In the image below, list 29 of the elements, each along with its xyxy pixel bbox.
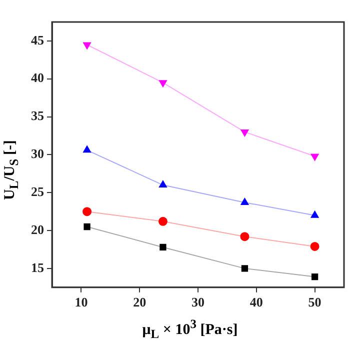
y-tick-label: 35	[31, 108, 44, 124]
y-tick-label: 25	[31, 184, 44, 199]
point	[310, 210, 319, 218]
point	[311, 273, 318, 280]
y-tick-label: 45	[31, 32, 44, 48]
point	[158, 216, 168, 226]
point	[240, 129, 249, 136]
point	[83, 42, 92, 50]
x-tick-label: 10	[74, 294, 88, 310]
point	[240, 232, 250, 242]
y-tick-label: 15	[31, 260, 44, 275]
point	[158, 80, 167, 88]
x-tick-label: 40	[250, 294, 263, 310]
x-tick-label: 20	[133, 294, 146, 310]
point	[83, 146, 92, 153]
point	[240, 198, 249, 205]
point	[310, 242, 320, 251]
point	[241, 265, 248, 272]
y-tick-label: 30	[31, 146, 44, 162]
x-tick-label: 50	[308, 294, 322, 310]
point	[310, 154, 319, 161]
x-axis-title: μ$_{L}$ × 10$^{3}$ [Pa·s]	[141, 317, 239, 342]
point	[84, 223, 90, 230]
point	[82, 207, 92, 216]
point	[160, 244, 166, 251]
y-tick-label: 20	[31, 222, 44, 237]
y-tick-label: 40	[31, 70, 44, 86]
x-tick-label: 30	[192, 294, 204, 310]
point	[158, 180, 167, 188]
